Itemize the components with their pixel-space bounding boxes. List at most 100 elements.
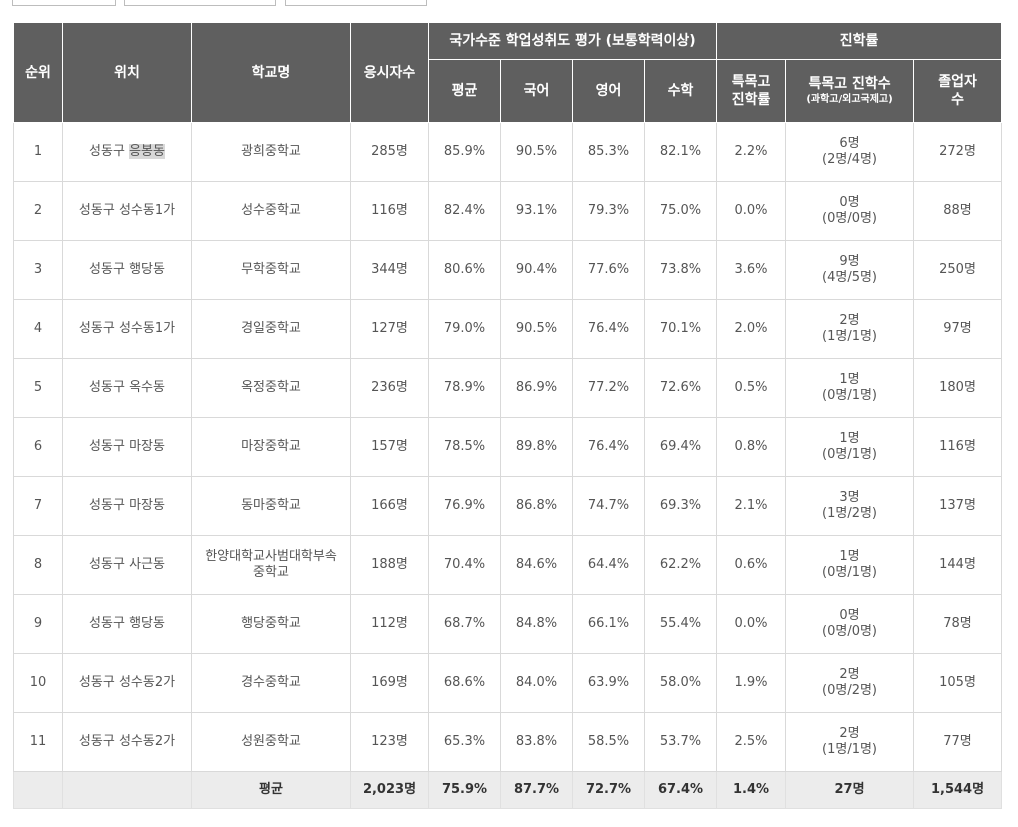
special-count-split: (2명/4명) <box>822 152 878 167</box>
header-math: 수학 <box>643 59 718 123</box>
average-label: 평균 <box>191 771 351 809</box>
special-rate-cell: 2.0% <box>716 299 787 359</box>
average-rank-cell <box>13 771 63 809</box>
korean-cell: 86.8% <box>500 476 573 536</box>
english-cell: 77.6% <box>572 240 645 300</box>
special-rate-cell: 2.2% <box>716 122 787 182</box>
tab-2[interactable] <box>124 0 276 6</box>
graduates-cell: 272명 <box>913 122 1003 182</box>
graduates-cell: 77명 <box>913 712 1003 772</box>
average-cell: 68.6% <box>428 653 501 713</box>
average-cell: 79.0% <box>428 299 501 359</box>
rank-cell: 11 <box>13 712 63 772</box>
rank-cell: 8 <box>13 535 63 595</box>
special-count-total: 0명 <box>839 195 860 210</box>
special-count-total: 9명 <box>839 254 860 269</box>
math-cell: 75.0% <box>643 181 718 241</box>
applicants-cell: 344명 <box>350 240 429 300</box>
korean-cell: 84.8% <box>500 594 573 654</box>
district-text: 성동구 <box>89 557 125 572</box>
applicants-cell: 166명 <box>350 476 429 536</box>
school-cell: 마장중학교 <box>191 417 351 477</box>
average-cell: 78.9% <box>428 358 501 418</box>
district-text: 성동구 <box>89 616 125 631</box>
math-cell: 70.1% <box>643 299 718 359</box>
average-row: 평균 2,023명 75.9% 87.7% 72.7% 67.4% 1.4% 2… <box>13 771 1003 809</box>
average-cell: 68.7% <box>428 594 501 654</box>
dong-text: 성수동2가 <box>118 734 176 749</box>
header-advancement-group: 진학률 <box>716 21 1003 61</box>
school-cell: 경수중학교 <box>191 653 351 713</box>
math-cell: 69.4% <box>643 417 718 477</box>
rank-cell: 1 <box>13 122 63 182</box>
tab-3[interactable] <box>285 0 427 6</box>
special-count-cell: 1명 (0명/1명) <box>785 358 915 418</box>
average-location-cell <box>62 771 192 809</box>
special-count-cell: 1명 (0명/1명) <box>785 535 915 595</box>
location-cell: 성동구 성수동1가 <box>62 181 192 241</box>
dong-text: 응봉동 <box>129 144 165 159</box>
table-row: 9 성동구 행당동 행당중학교 112명 68.7% 84.8% 66.1% 55.4% 0.0… <box>13 594 1003 654</box>
average-special-count: 27명 <box>785 771 915 809</box>
special-count-cell: 2명 (0명/2명) <box>785 653 915 713</box>
special-count-total: 1명 <box>839 549 860 564</box>
special-count-split: (0명/1명) <box>822 388 878 403</box>
average-cell: 78.5% <box>428 417 501 477</box>
average-avg: 75.9% <box>428 771 501 809</box>
applicants-cell: 285명 <box>350 122 429 182</box>
english-cell: 77.2% <box>572 358 645 418</box>
tab-1[interactable] <box>12 0 116 6</box>
math-cell: 73.8% <box>643 240 718 300</box>
district-text: 성동구 <box>78 675 115 690</box>
location-cell: 성동구 마장동 <box>62 417 192 477</box>
header-special-count: 특목고 진학수 (과학고/외고국제고) <box>785 59 915 123</box>
school-cell: 한양대학교사범대학부속중학교 <box>191 535 351 595</box>
special-count-cell: 6명 (2명/4명) <box>785 122 915 182</box>
special-count-total: 1명 <box>839 431 860 446</box>
rank-cell: 9 <box>13 594 63 654</box>
korean-cell: 90.5% <box>500 122 573 182</box>
math-cell: 69.3% <box>643 476 718 536</box>
english-cell: 63.9% <box>572 653 645 713</box>
rank-cell: 3 <box>13 240 63 300</box>
average-cell: 76.9% <box>428 476 501 536</box>
applicants-cell: 236명 <box>350 358 429 418</box>
school-name: 경수중학교 <box>241 675 301 690</box>
average-english: 72.7% <box>572 771 645 809</box>
special-count-total: 2명 <box>839 313 860 328</box>
header-english: 영어 <box>572 59 645 123</box>
school-name: 성원중학교 <box>241 734 301 749</box>
korean-cell: 86.9% <box>500 358 573 418</box>
average-cell: 82.4% <box>428 181 501 241</box>
special-count-split: (0명/1명) <box>822 447 878 462</box>
special-count-total: 0명 <box>839 608 860 623</box>
table-row: 1 성동구 응봉동 광희중학교 285명 85.9% 90.5% 85.3% 82.1% 2.2… <box>13 122 1003 182</box>
header-assessment-group: 국가수준 학업성취도 평가 (보통학력이상) <box>427 21 718 61</box>
average-cell: 80.6% <box>428 240 501 300</box>
average-korean: 87.7% <box>500 771 573 809</box>
english-cell: 85.3% <box>572 122 645 182</box>
dong-text: 마장동 <box>129 498 165 513</box>
average-cell: 65.3% <box>428 712 501 772</box>
special-rate-cell: 3.6% <box>716 240 787 300</box>
table-row: 7 성동구 마장동 동마중학교 166명 76.9% 86.8% 74.7% 69.3% 2.1… <box>13 476 1003 536</box>
school-cell: 동마중학교 <box>191 476 351 536</box>
header-special-count-sub: (과학고/외고국제고) <box>806 94 893 106</box>
applicants-cell: 112명 <box>350 594 429 654</box>
english-cell: 79.3% <box>572 181 645 241</box>
school-name: 한양대학교사범대학부속중학교 <box>205 549 337 580</box>
location-cell: 성동구 옥수동 <box>62 358 192 418</box>
dong-text: 성수동1가 <box>118 203 176 218</box>
table-row: 2 성동구 성수동1가 성수중학교 116명 82.4% 93.1% 79.3% 75.0% 0… <box>13 181 1003 241</box>
math-cell: 72.6% <box>643 358 718 418</box>
table-row: 5 성동구 옥수동 옥정중학교 236명 78.9% 86.9% 77.2% 72.6% 0.5… <box>13 358 1003 418</box>
korean-cell: 83.8% <box>500 712 573 772</box>
header-special-rate-text: 특목고 진학률 <box>731 74 771 109</box>
special-count-split: (1명/2명) <box>822 506 878 521</box>
korean-cell: 89.8% <box>500 417 573 477</box>
graduates-cell: 105명 <box>913 653 1003 713</box>
special-rate-cell: 0.8% <box>716 417 787 477</box>
table-row: 8 성동구 사근동 한양대학교사범대학부속중학교 188명 70.4% 84.6% 64.4… <box>13 535 1003 595</box>
district-text: 성동구 <box>78 321 115 336</box>
school-cell: 성원중학교 <box>191 712 351 772</box>
